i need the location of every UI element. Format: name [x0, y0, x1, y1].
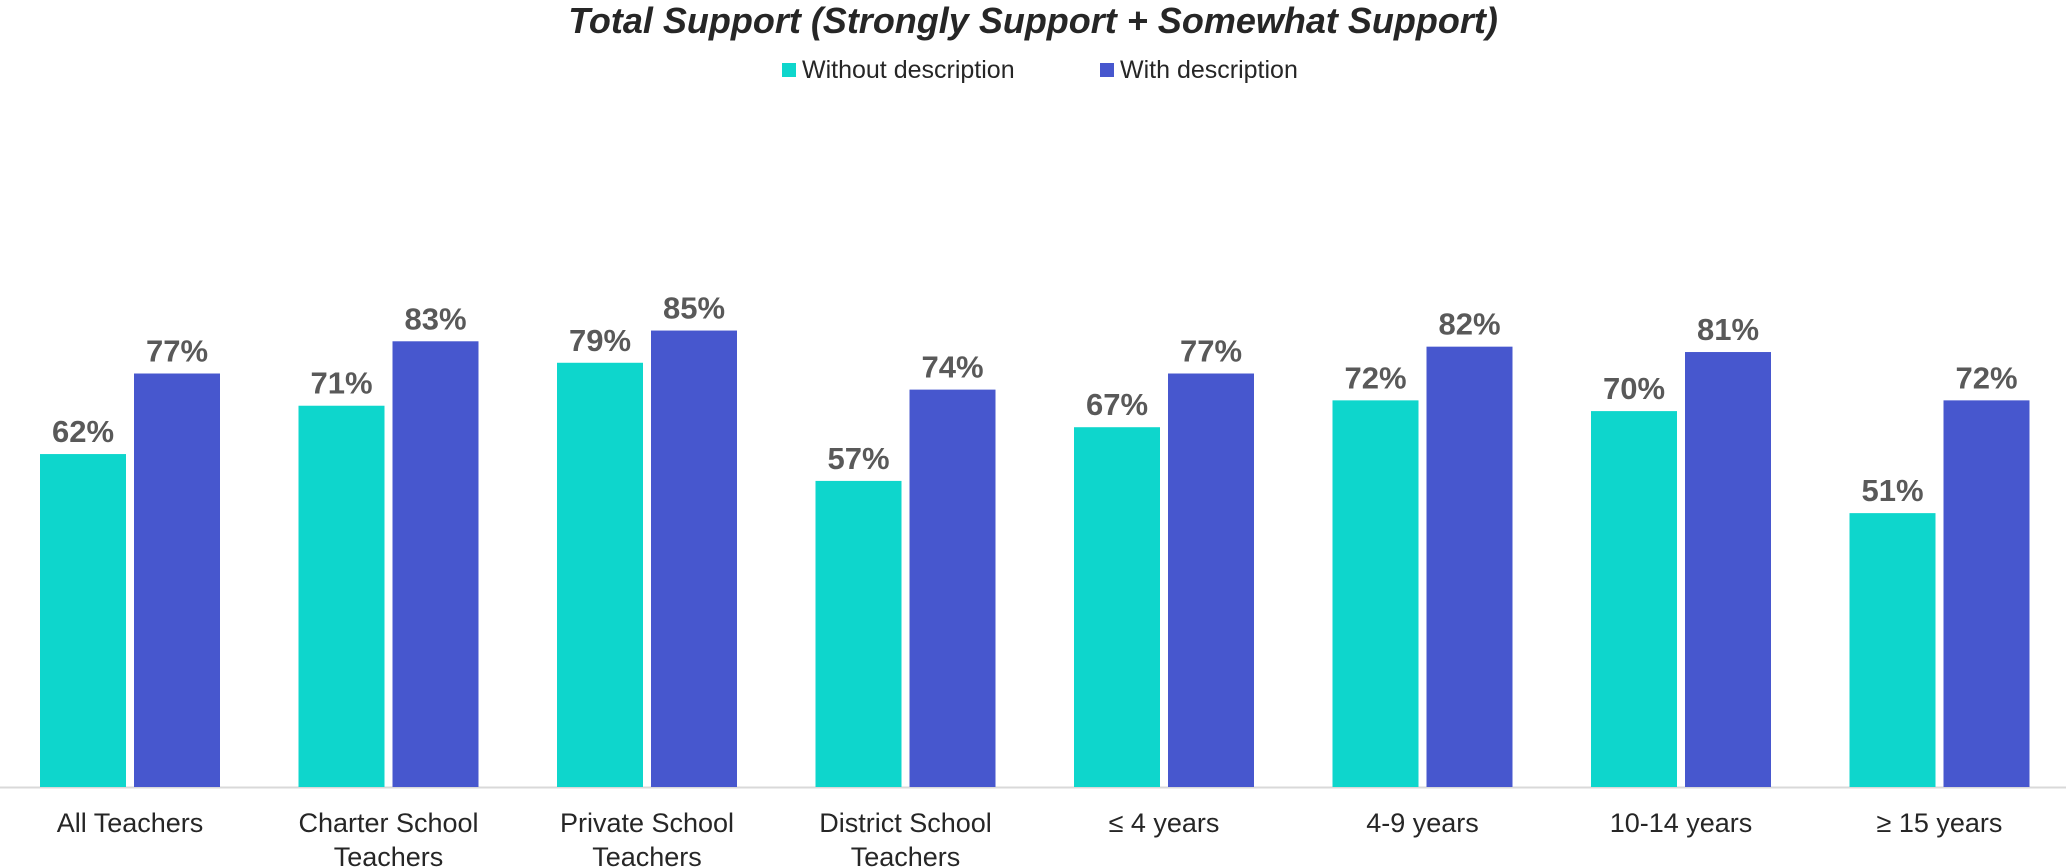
bar-without-description-district-school-teachers	[815, 480, 902, 787]
data-label-with-description-15-years: 72%	[1955, 360, 2017, 395]
bar-with-description-4-9-years	[1426, 346, 1513, 787]
x-tick-label-all-teachers: All Teachers	[57, 808, 204, 838]
x-tick-label-15-years: ≥ 15 years	[1877, 808, 2003, 838]
chart-title: Total Support (Strongly Support + Somewh…	[568, 0, 1498, 41]
x-tick-label-charter-school-teachers: Charter School Teachers	[298, 808, 478, 868]
bar-with-description-all-teachers	[134, 373, 220, 787]
bar-with-description-10-14-years	[1685, 352, 1771, 787]
legend-swatch-with-description	[1100, 63, 1114, 77]
data-label-without-description-private-school-teachers: 79%	[569, 323, 631, 358]
x-tick-label-4-years: ≤ 4 years	[1109, 808, 1220, 838]
bar-without-description-15-years	[1849, 513, 1936, 787]
bar-without-description-charter-school-teachers	[298, 405, 385, 787]
x-tick-label-4-9-years: 4-9 years	[1366, 808, 1479, 838]
bar-without-description-all-teachers	[40, 454, 126, 787]
data-label-with-description-district-school-teachers: 74%	[921, 350, 983, 385]
legend-swatch-without-description	[782, 63, 796, 77]
bar-without-description-4-years	[1074, 427, 1160, 787]
bar-without-description-4-9-years	[1332, 400, 1419, 787]
data-label-with-description-4-years: 77%	[1180, 334, 1242, 369]
legend-label-with-description: With description	[1120, 55, 1298, 84]
data-label-without-description-10-14-years: 70%	[1603, 371, 1665, 406]
data-label-without-description-all-teachers: 62%	[52, 414, 114, 449]
data-label-without-description-charter-school-teachers: 71%	[310, 366, 372, 401]
data-label-without-description-district-school-teachers: 57%	[827, 441, 889, 476]
x-tick-label-private-school-teachers: Private School Teachers	[560, 808, 734, 868]
legend-label-without-description: Without description	[802, 55, 1015, 84]
data-label-without-description-4-years: 67%	[1086, 387, 1148, 422]
bar-with-description-district-school-teachers	[909, 389, 996, 787]
bar-with-description-charter-school-teachers	[392, 341, 479, 787]
data-label-without-description-4-9-years: 72%	[1344, 360, 1406, 395]
data-label-with-description-4-9-years: 82%	[1438, 307, 1500, 342]
bar-with-description-15-years	[1943, 400, 2030, 787]
data-label-with-description-private-school-teachers: 85%	[663, 291, 725, 326]
x-tick-label-district-school-teachers: District School Teachers	[819, 808, 992, 868]
bar-with-description-4-years	[1168, 373, 1254, 787]
legend-item-with-description: With description	[1100, 52, 1298, 88]
data-label-without-description-15-years: 51%	[1861, 473, 1923, 508]
bar-without-description-private-school-teachers	[557, 362, 643, 787]
x-tick-label-10-14-years: 10-14 years	[1610, 808, 1753, 838]
bar-with-description-private-school-teachers	[651, 330, 737, 787]
bar-without-description-10-14-years	[1591, 411, 1677, 787]
legend-item-without-description: Without description	[782, 52, 1015, 88]
chart-legend: Without description With description	[0, 52, 2066, 88]
data-label-with-description-10-14-years: 81%	[1697, 312, 1759, 347]
data-label-with-description-charter-school-teachers: 83%	[404, 301, 466, 336]
data-label-with-description-all-teachers: 77%	[146, 334, 208, 369]
